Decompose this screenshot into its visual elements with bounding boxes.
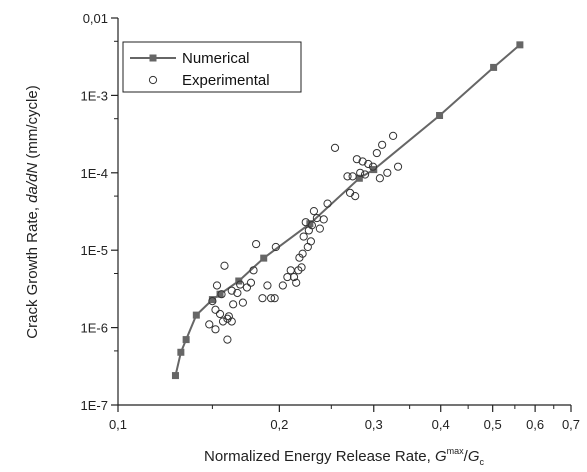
x-ticks: 0,1 0,2 0,3 0,4 0,5 0,6 0,7 bbox=[109, 405, 580, 432]
experimental-point-20 bbox=[217, 290, 226, 299]
numerical-point-12 bbox=[490, 63, 498, 71]
experimental-point-44 bbox=[315, 224, 324, 233]
experimental-point-62 bbox=[389, 131, 398, 140]
experimental-point-14 bbox=[242, 283, 252, 292]
experimental-point-50 bbox=[348, 172, 357, 181]
y-tick-label-0: 1E-7 bbox=[81, 398, 108, 413]
x-tick-label-1: 0,2 bbox=[270, 417, 288, 432]
numerical-line bbox=[174, 44, 521, 376]
experimental-point-4 bbox=[220, 261, 229, 270]
experimental-point-58 bbox=[372, 148, 381, 158]
experimental-point-54 bbox=[358, 157, 367, 166]
experimental-point-22 bbox=[258, 294, 267, 303]
experimental-point-45 bbox=[319, 215, 328, 224]
experimental-point-27 bbox=[278, 281, 287, 290]
numerical-point-11 bbox=[436, 111, 444, 119]
numerical-point-1 bbox=[177, 348, 185, 356]
experimental-point-16 bbox=[249, 266, 258, 275]
experimental-point-10 bbox=[229, 300, 238, 309]
experimental-point-3 bbox=[218, 317, 228, 326]
experimental-point-40 bbox=[306, 237, 315, 246]
x-axis-title: Normalized Energy Release Rate, Gmax/Gc bbox=[204, 446, 484, 467]
experimental-point-47 bbox=[330, 143, 340, 152]
experimental-point-0 bbox=[205, 320, 214, 329]
numerical-point-4 bbox=[208, 296, 216, 304]
experimental-point-34 bbox=[297, 263, 306, 272]
experimental-point-49 bbox=[345, 188, 355, 197]
experimental-point-59 bbox=[375, 174, 384, 183]
experimental-point-35 bbox=[298, 249, 307, 258]
experimental-point-53 bbox=[356, 168, 365, 177]
experimental-point-26 bbox=[271, 242, 280, 252]
experimental-point-18 bbox=[208, 296, 217, 306]
experimental-point-9 bbox=[227, 286, 236, 295]
experimental-point-15 bbox=[246, 278, 256, 287]
experimental-point-12 bbox=[236, 280, 245, 289]
experimental-point-57 bbox=[368, 162, 378, 171]
experimental-point-31 bbox=[292, 278, 301, 287]
experimental-point-41 bbox=[307, 221, 316, 230]
legend: Numerical Experimental bbox=[122, 41, 302, 93]
experimental-point-30 bbox=[289, 272, 299, 282]
experimental-point-42 bbox=[309, 207, 319, 216]
experimental-point-28 bbox=[283, 272, 292, 282]
numerical-point-5 bbox=[216, 290, 224, 298]
experimental-point-36 bbox=[299, 232, 308, 241]
numerical-point-0 bbox=[171, 372, 179, 380]
x-tick-label-0: 0,1 bbox=[109, 417, 127, 432]
experimental-point-52 bbox=[352, 155, 361, 164]
numerical-point-2 bbox=[182, 336, 190, 344]
experimental-point-11 bbox=[233, 288, 242, 298]
experimental-point-60 bbox=[378, 140, 387, 149]
experimental-point-55 bbox=[360, 170, 370, 179]
x-tick-label-2: 0,3 bbox=[365, 417, 383, 432]
numerical-point-3 bbox=[192, 311, 200, 319]
y-tick-label-4: 1E-3 bbox=[81, 88, 108, 103]
experimental-point-13 bbox=[238, 298, 247, 307]
numerical-point-9 bbox=[355, 174, 363, 182]
experimental-point-24 bbox=[266, 294, 276, 303]
axes bbox=[117, 18, 571, 406]
series-layer bbox=[171, 41, 524, 380]
x-tick-label-5: 0,6 bbox=[526, 417, 544, 432]
y-ticks: 1E-7 1E-6 1E-5 1E-4 1E-3 0,01 bbox=[81, 11, 118, 413]
experimental-point-46 bbox=[323, 199, 332, 208]
experimental-point-19 bbox=[212, 281, 222, 290]
numerical-point-10 bbox=[370, 166, 378, 174]
experimental-point-21 bbox=[211, 305, 220, 314]
y-tick-label-2: 1E-5 bbox=[81, 243, 108, 258]
x-tick-label-3: 0,4 bbox=[432, 417, 450, 432]
legend-marker-experimental bbox=[148, 75, 158, 85]
experimental-point-5 bbox=[223, 335, 232, 344]
y-tick-label-5: 0,01 bbox=[83, 11, 108, 26]
legend-marker-numerical bbox=[149, 54, 157, 62]
experimental-point-23 bbox=[263, 281, 272, 290]
experimental-point-63 bbox=[393, 162, 403, 171]
y-tick-label-3: 1E-4 bbox=[81, 166, 108, 181]
y-axis-title: Crack Growth Rate, da/dN (mm/cycle) bbox=[24, 85, 41, 338]
experimental-point-25 bbox=[270, 294, 279, 303]
y-tick-label-1: 1E-6 bbox=[81, 321, 108, 336]
legend-label-numerical: Numerical bbox=[182, 50, 250, 67]
x-tick-label-6: 0,7 bbox=[562, 417, 580, 432]
experimental-point-48 bbox=[343, 172, 352, 181]
experimental-point-56 bbox=[364, 159, 373, 169]
numerical-point-8 bbox=[306, 220, 314, 228]
numerical-point-13 bbox=[516, 41, 524, 49]
numerical-point-7 bbox=[260, 254, 268, 262]
experimental-point-8 bbox=[227, 317, 236, 326]
experimental-point-1 bbox=[211, 325, 220, 334]
experimental-point-29 bbox=[286, 266, 295, 275]
legend-label-experimental: Experimental bbox=[182, 72, 270, 89]
x-tick-label-4: 0,5 bbox=[484, 417, 502, 432]
experimental-point-61 bbox=[383, 168, 392, 177]
experimental-point-51 bbox=[351, 191, 360, 201]
experimental-point-17 bbox=[252, 239, 261, 249]
experimental-point-2 bbox=[215, 309, 225, 319]
